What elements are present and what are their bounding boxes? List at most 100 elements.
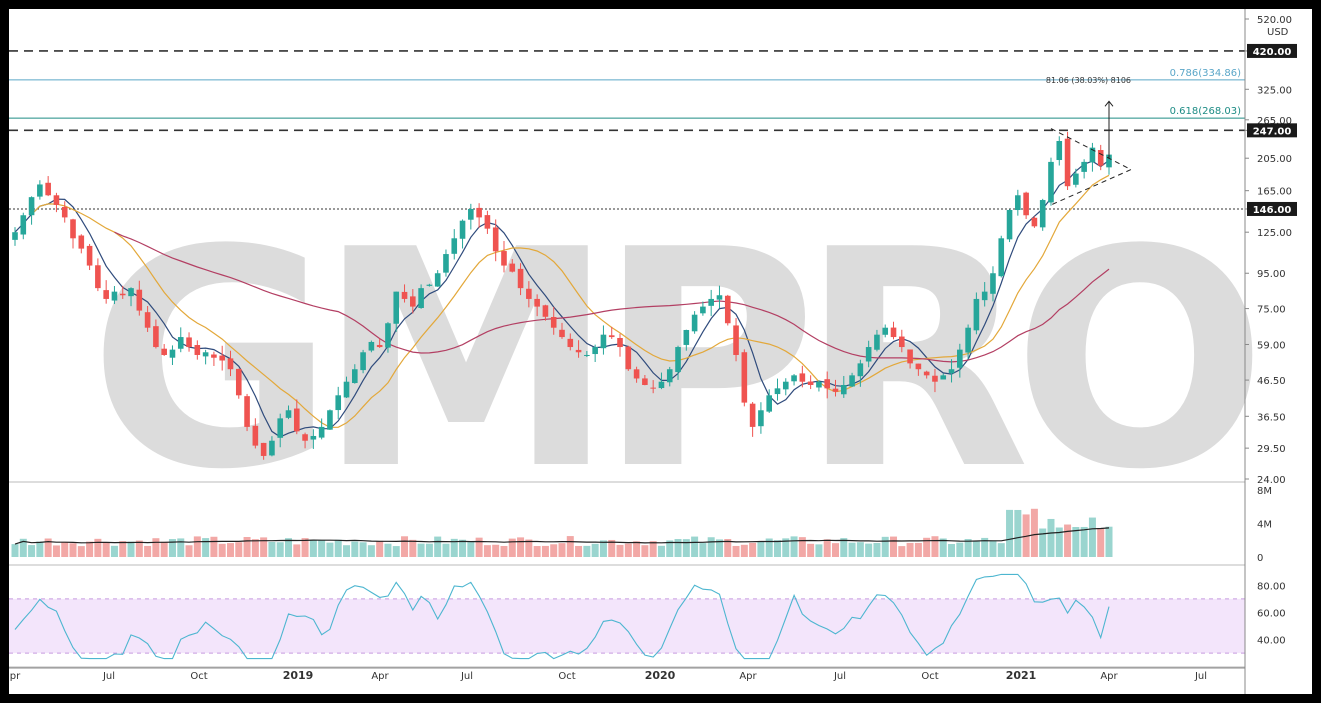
volume-bar — [251, 539, 259, 557]
triangle-pattern — [1050, 100, 1133, 206]
candle — [584, 354, 590, 356]
volume-bar — [1039, 528, 1047, 557]
level-tag-label: 146.00 — [1253, 205, 1292, 216]
candle — [923, 371, 930, 376]
volume-bar — [616, 544, 624, 557]
candle — [890, 327, 897, 338]
candle — [625, 346, 632, 370]
candle — [327, 410, 333, 430]
candle — [1089, 147, 1096, 163]
rsi-tick-label: 60.00 — [1257, 608, 1286, 619]
currency-label: USD — [1267, 27, 1289, 38]
candle — [45, 182, 51, 196]
volume-bar — [724, 539, 732, 557]
candle — [161, 348, 167, 355]
level-tag — [1247, 43, 1297, 58]
candle — [418, 288, 424, 309]
volume-bar — [881, 536, 889, 557]
price-tick-label: 59.00 — [1257, 340, 1286, 351]
volume-bar — [160, 541, 168, 557]
volume-bar — [641, 545, 649, 557]
candle — [990, 273, 996, 294]
rsi-panel: 80.00 60.00 40.00 — [9, 573, 1286, 660]
candle — [658, 381, 665, 389]
candle — [526, 288, 532, 299]
volume-bar — [790, 536, 798, 557]
volume-bar — [773, 540, 781, 557]
chart-frame: GMPRO 0.786(334.86) 0.618(268.03) 8M 4M 0 8… — [9, 9, 1312, 694]
volume-bar — [44, 538, 52, 557]
volume-bar — [185, 545, 193, 557]
volume-bar — [492, 544, 500, 557]
volume-bar — [144, 545, 152, 557]
volume-bar — [948, 544, 956, 557]
volume-bar — [550, 544, 558, 557]
candle — [832, 388, 839, 392]
volume-bar — [633, 541, 641, 557]
volume-bar — [707, 537, 715, 557]
candle — [1048, 161, 1054, 203]
volume-bar — [1105, 526, 1113, 557]
volume-bar — [566, 536, 574, 557]
volume-bar — [624, 543, 632, 557]
volume-bar — [384, 543, 392, 557]
volume-bar — [293, 544, 301, 557]
volume-bar — [691, 536, 699, 557]
candle — [401, 291, 408, 299]
volume-bar — [575, 545, 583, 557]
volume-bar — [749, 542, 757, 557]
candle — [492, 227, 499, 252]
volume-bar — [997, 543, 1005, 557]
price-tick-label: 165.00 — [1257, 187, 1292, 198]
candle — [559, 329, 565, 338]
volume-bar — [873, 542, 881, 557]
time-tick-label: Apr — [1100, 671, 1118, 682]
candle — [244, 396, 250, 427]
volume-bar — [19, 538, 27, 557]
candle — [28, 197, 35, 216]
volume-bar — [276, 542, 284, 557]
candle — [948, 369, 955, 374]
volume-bar — [135, 540, 143, 557]
candle — [78, 235, 85, 249]
candle — [376, 344, 383, 348]
volume-bar — [86, 541, 94, 557]
candle — [782, 381, 789, 390]
price-tick-label: 36.50 — [1257, 412, 1286, 423]
ma-long-line — [114, 231, 1110, 363]
rsi-tick-label: 40.00 — [1257, 636, 1286, 647]
candle — [957, 349, 963, 368]
watermark-text: GMPRO — [89, 186, 1256, 535]
price-tags: 420.00 247.00 146.00 — [1247, 43, 1297, 216]
candle — [119, 293, 126, 296]
volume-bar — [1014, 509, 1022, 557]
level-tag-label: 420.00 — [1253, 47, 1292, 58]
candle — [758, 410, 764, 427]
candle — [1015, 195, 1021, 211]
volume-bar — [1064, 524, 1072, 557]
candle — [708, 298, 714, 306]
volume-bar — [334, 539, 342, 557]
volume-bar — [765, 538, 773, 557]
candle — [617, 337, 623, 348]
candle — [741, 352, 748, 403]
volume-bar — [898, 546, 906, 557]
volume-bar — [732, 545, 740, 557]
time-tick-label: Oct — [190, 671, 207, 682]
volume-bar — [152, 538, 160, 557]
candle — [807, 381, 814, 385]
volume-bar — [608, 539, 616, 557]
volume-bar — [533, 546, 541, 557]
candle — [733, 325, 739, 355]
candle — [95, 265, 101, 289]
volume-bar — [475, 537, 483, 557]
volume-bar — [392, 546, 400, 557]
candle — [650, 387, 656, 389]
price-tick-label: 125.00 — [1257, 228, 1292, 239]
volume-bar — [856, 542, 864, 557]
volume-bar — [202, 538, 210, 557]
candle — [61, 206, 68, 218]
volume-bar — [36, 541, 44, 557]
chart-svg[interactable]: GMPRO 0.786(334.86) 0.618(268.03) 8M 4M 0 8… — [9, 9, 1312, 694]
